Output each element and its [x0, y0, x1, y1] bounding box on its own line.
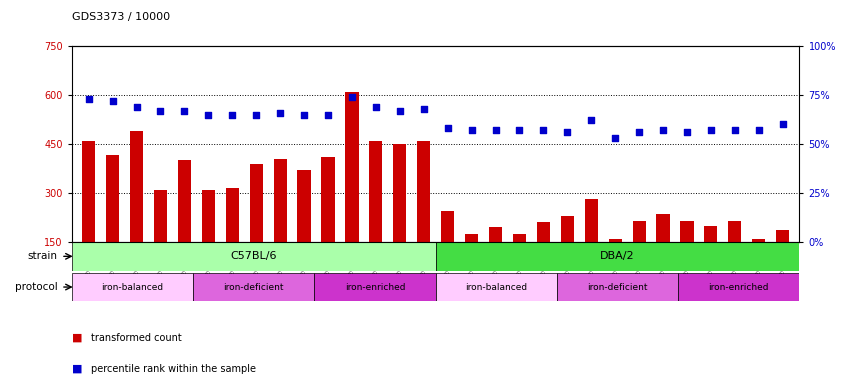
- Point: [201, 112, 215, 118]
- Bar: [752, 239, 766, 291]
- Text: strain: strain: [27, 251, 58, 262]
- Bar: [680, 221, 694, 291]
- Bar: [106, 156, 119, 291]
- Bar: [226, 188, 239, 291]
- Bar: [321, 157, 334, 291]
- Bar: [537, 222, 550, 291]
- Point: [680, 129, 694, 135]
- Bar: [633, 221, 645, 291]
- Text: iron-enriched: iron-enriched: [345, 283, 405, 291]
- Bar: [315, 273, 436, 301]
- Bar: [436, 273, 557, 301]
- Bar: [656, 214, 670, 291]
- Point: [393, 108, 407, 114]
- Bar: [608, 239, 622, 291]
- Point: [752, 127, 766, 133]
- Bar: [561, 216, 574, 291]
- Bar: [201, 190, 215, 291]
- Bar: [82, 141, 96, 291]
- Text: ■: ■: [72, 364, 82, 374]
- Text: iron-balanced: iron-balanced: [465, 283, 527, 291]
- Text: DBA/2: DBA/2: [601, 251, 634, 262]
- Point: [536, 127, 550, 133]
- Text: percentile rank within the sample: percentile rank within the sample: [91, 364, 255, 374]
- Point: [178, 108, 191, 114]
- Point: [345, 94, 359, 100]
- Bar: [130, 131, 143, 291]
- Text: iron-enriched: iron-enriched: [709, 283, 769, 291]
- Bar: [72, 273, 193, 301]
- Point: [489, 127, 503, 133]
- Bar: [250, 164, 263, 291]
- Point: [82, 96, 96, 102]
- Bar: [705, 226, 717, 291]
- Text: protocol: protocol: [14, 282, 58, 292]
- Point: [464, 127, 478, 133]
- Point: [561, 129, 574, 135]
- Bar: [728, 221, 741, 291]
- Bar: [393, 144, 406, 291]
- Bar: [178, 161, 191, 291]
- Point: [417, 106, 431, 112]
- Point: [154, 108, 168, 114]
- Point: [226, 112, 239, 118]
- Point: [369, 104, 382, 110]
- Text: C57BL/6: C57BL/6: [231, 251, 277, 262]
- Point: [250, 112, 263, 118]
- Bar: [345, 92, 359, 291]
- Bar: [489, 227, 503, 291]
- Bar: [154, 190, 167, 291]
- Text: transformed count: transformed count: [91, 333, 181, 343]
- Text: ■: ■: [72, 333, 82, 343]
- Bar: [557, 273, 678, 301]
- Bar: [678, 273, 799, 301]
- Text: iron-deficient: iron-deficient: [223, 283, 284, 291]
- Bar: [585, 200, 598, 291]
- Point: [297, 112, 310, 118]
- Bar: [72, 242, 436, 271]
- Bar: [369, 141, 382, 291]
- Point: [441, 125, 454, 131]
- Bar: [193, 273, 315, 301]
- Point: [776, 121, 789, 127]
- Bar: [298, 170, 310, 291]
- Point: [585, 118, 598, 124]
- Point: [321, 112, 335, 118]
- Bar: [417, 141, 431, 291]
- Bar: [273, 159, 287, 291]
- Point: [273, 109, 287, 116]
- Point: [656, 127, 670, 133]
- Bar: [441, 211, 454, 291]
- Bar: [513, 234, 526, 291]
- Point: [129, 104, 143, 110]
- Point: [704, 127, 717, 133]
- Point: [728, 127, 742, 133]
- Bar: [436, 242, 799, 271]
- Point: [608, 135, 622, 141]
- Point: [632, 129, 645, 135]
- Bar: [776, 230, 789, 291]
- Point: [513, 127, 526, 133]
- Text: iron-deficient: iron-deficient: [587, 283, 648, 291]
- Point: [106, 98, 119, 104]
- Text: iron-balanced: iron-balanced: [102, 283, 163, 291]
- Text: GDS3373 / 10000: GDS3373 / 10000: [72, 12, 170, 22]
- Bar: [465, 234, 478, 291]
